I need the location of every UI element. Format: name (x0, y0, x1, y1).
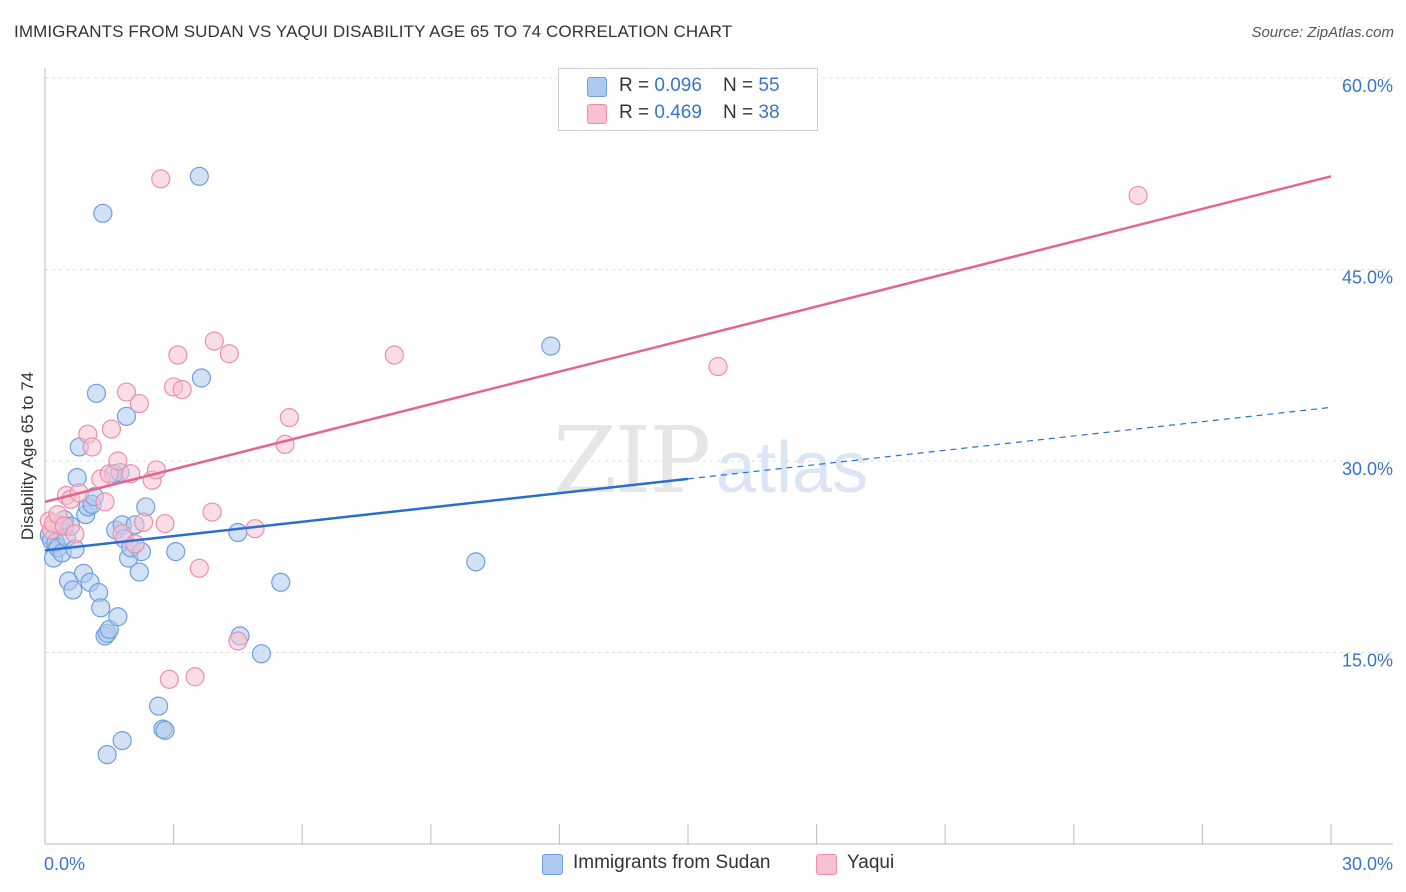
legend-swatch-yaqui (587, 104, 607, 124)
legend-r-value-sudan: 0.096 (654, 75, 702, 96)
bottom-legend-label-sudan: Immigrants from Sudan (573, 852, 771, 873)
legend-r-value-yaqui: 0.469 (654, 102, 702, 123)
x-tick-label-max: 30.0% (1342, 854, 1393, 874)
trend-line-sudan-extension (687, 406, 1332, 480)
trend-lines (44, 175, 1332, 552)
data-point-yaqui (708, 356, 728, 377)
data-point-yaqui (275, 434, 295, 455)
data-point-sudan (112, 730, 132, 751)
data-point-sudan (251, 644, 272, 664)
data-point-sudan (148, 696, 169, 716)
data-point-sudan (86, 383, 107, 403)
bottom-legend-label-yaqui: Yaqui (847, 852, 895, 873)
data-point-yaqui (65, 524, 85, 544)
tick-labels: 15.0% 30.0% 45.0% 60.0% 0.0% 30.0% (44, 76, 1393, 874)
data-point-sudan (191, 368, 212, 388)
data-point-yaqui (95, 492, 115, 512)
y-axis-label: Disability Age 65 to 74 (18, 372, 37, 540)
data-point-sudan (91, 598, 111, 618)
data-point-yaqui (219, 344, 239, 364)
bottom-legend-swatch-sudan (542, 854, 563, 875)
trend-line-yaqui (44, 175, 1332, 504)
data-point-yaqui (116, 382, 137, 402)
data-point-yaqui (133, 512, 154, 532)
y-tick-label: 45.0% (1342, 268, 1393, 288)
data-point-sudan (228, 522, 248, 543)
trend-line-sudan (44, 477, 689, 552)
y-tick-label: 15.0% (1342, 651, 1393, 671)
data-point-sudan (466, 552, 486, 572)
legend-n-label: N = (723, 75, 759, 96)
data-point-sudan (541, 336, 561, 356)
data-point-yaqui (202, 502, 222, 522)
data-point-sudan (166, 542, 186, 562)
data-point-yaqui (125, 534, 145, 554)
data-point-sudan (129, 562, 149, 582)
data-point-yaqui (155, 513, 175, 534)
data-point-yaqui (1128, 185, 1148, 206)
data-point-yaqui (129, 393, 149, 414)
data-point-yaqui (82, 437, 102, 457)
data-point-yaqui (185, 667, 205, 687)
data-point-sudan (97, 745, 117, 765)
axes (44, 68, 1393, 845)
data-point-yaqui (228, 631, 248, 651)
watermark-zip: ZIP (553, 407, 709, 514)
data-point-sudan (63, 580, 83, 600)
chart-title: IMMIGRANTS FROM SUDAN VS YAQUI DISABILIT… (14, 22, 733, 41)
data-point-yaqui (172, 379, 192, 400)
source-label: Source: ZipAtlas.com (1251, 24, 1394, 41)
data-point-sudan (271, 572, 291, 592)
data-point-yaqui (101, 419, 122, 439)
data-point-yaqui (108, 451, 128, 471)
y-tick-label: 60.0% (1342, 76, 1393, 96)
data-point-yaqui (151, 169, 171, 189)
data-point-sudan (116, 406, 137, 426)
legend-swatch-sudan (587, 77, 607, 97)
x-tick-label-min: 0.0% (44, 854, 85, 874)
data-point-sudan (93, 203, 113, 223)
data-point-yaqui (279, 407, 299, 428)
data-point-sudan (189, 166, 209, 186)
legend-n-value-yaqui: 38 (758, 102, 780, 123)
watermark-atlas: atlas (716, 428, 868, 508)
legend-r-label: R = (619, 75, 655, 96)
correlation-legend: R = 0.096 N = 55 R = 0.469 N = 38 (558, 68, 818, 131)
bottom-legend-swatch-yaqui (816, 854, 837, 875)
y-tick-label: 30.0% (1342, 459, 1393, 479)
data-point-yaqui (189, 558, 209, 578)
data-point-yaqui (384, 345, 404, 365)
data-point-yaqui (159, 669, 179, 689)
data-point-sudan (155, 720, 175, 740)
legend-r-label: R = (619, 102, 655, 123)
legend-n-label: N = (723, 102, 759, 123)
data-point-yaqui (204, 331, 224, 351)
data-point-sudan (108, 607, 128, 627)
data-point-yaqui (168, 345, 188, 365)
watermark: ZIP atlas (553, 407, 868, 514)
legend-n-value-sudan: 55 (758, 75, 780, 96)
